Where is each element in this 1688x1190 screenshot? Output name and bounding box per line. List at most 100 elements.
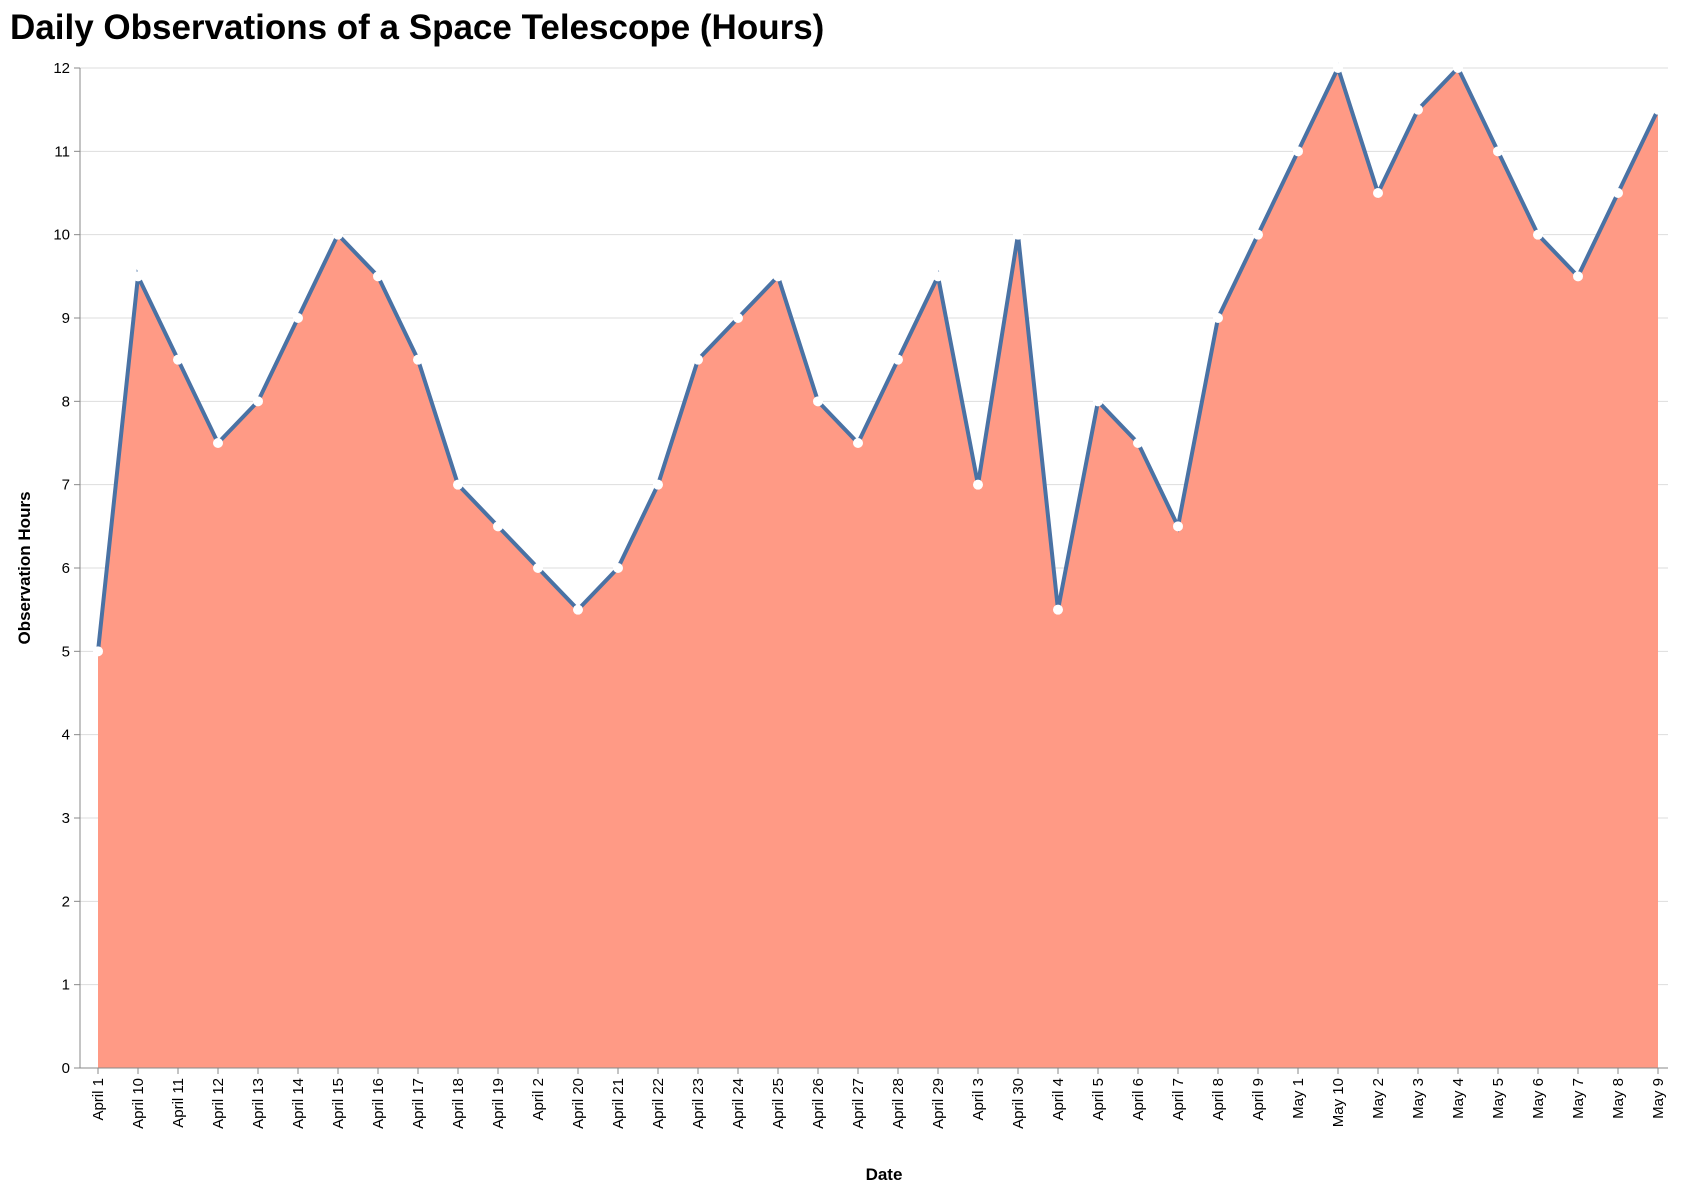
y-tick-label: 3	[62, 810, 70, 827]
axes	[74, 67, 1668, 1074]
data-point	[93, 646, 103, 657]
x-tick-label: May 2	[1370, 1078, 1387, 1119]
x-tick-label: May 6	[1530, 1078, 1547, 1119]
data-point	[813, 396, 823, 407]
x-tick-label: April 11	[170, 1078, 187, 1128]
x-tick-label: May 10	[1330, 1078, 1347, 1127]
area-fill	[98, 68, 1658, 1068]
y-tick-label: 9	[62, 310, 70, 327]
x-tick-label: April 12	[210, 1078, 227, 1129]
data-point	[293, 313, 303, 323]
data-point	[1253, 229, 1263, 240]
data-point	[1493, 146, 1503, 157]
data-point	[733, 313, 743, 323]
data-point	[893, 354, 903, 365]
x-tick-label: April 23	[690, 1078, 707, 1129]
x-tick-label: May 8	[1610, 1078, 1627, 1119]
data-point	[1173, 521, 1183, 532]
data-point	[133, 271, 143, 282]
x-tick-label: April 30	[1010, 1078, 1027, 1129]
x-tick-label: April 15	[330, 1078, 347, 1129]
y-tick-label: 11	[54, 143, 70, 160]
x-tick-label: April 5	[1090, 1078, 1107, 1121]
x-tick-label: April 13	[250, 1078, 267, 1129]
data-point	[253, 396, 263, 407]
x-tick-label: April 20	[570, 1078, 587, 1129]
data-point	[533, 563, 543, 573]
area-layer	[98, 68, 1658, 1068]
x-tick-label: April 18	[450, 1078, 467, 1129]
y-tick-label: 8	[62, 393, 70, 410]
x-tick-label: May 1	[1290, 1078, 1307, 1119]
data-point	[1653, 104, 1663, 115]
data-point	[413, 354, 423, 365]
x-tick-label: April 10	[130, 1078, 147, 1129]
x-tick-label: April 1	[90, 1078, 107, 1121]
series-line	[96, 62, 1660, 652]
data-point	[333, 229, 343, 240]
data-point	[693, 354, 703, 365]
x-tick-label: April 3	[970, 1078, 987, 1121]
data-point	[853, 438, 863, 448]
x-tick-label: May 3	[1410, 1078, 1427, 1119]
x-tick-label: April 29	[930, 1078, 947, 1129]
chart-title: Daily Observations of a Space Telescope …	[10, 8, 825, 47]
data-point	[173, 354, 183, 365]
x-tick-label: April 9	[1250, 1078, 1267, 1121]
x-tick-label: April 4	[1050, 1078, 1067, 1121]
x-tick-label: April 8	[1210, 1078, 1227, 1121]
x-tick-label: April 21	[610, 1078, 627, 1129]
x-tick-label: May 9	[1650, 1078, 1667, 1119]
data-point	[1213, 313, 1223, 323]
y-tick-label: 1	[62, 977, 70, 994]
x-tick-label: April 19	[490, 1078, 507, 1129]
data-point	[773, 271, 783, 282]
data-point	[1413, 104, 1423, 115]
data-point	[1613, 188, 1623, 198]
x-tick-label: April 25	[770, 1078, 787, 1129]
data-point	[573, 604, 583, 615]
y-tick-label: 5	[62, 643, 70, 660]
y-tick-label: 0	[62, 1060, 70, 1077]
data-point	[1373, 188, 1383, 198]
y-tick-label: 10	[53, 227, 70, 244]
x-tick-label: May 5	[1490, 1078, 1507, 1119]
data-point	[613, 563, 623, 573]
points-layer	[93, 63, 1663, 657]
data-point	[1333, 63, 1343, 73]
y-axis-title: Observation Hours	[15, 491, 34, 644]
data-point	[1293, 146, 1303, 157]
x-tick-label: April 6	[1130, 1078, 1147, 1121]
y-tick-label: 6	[62, 560, 70, 577]
x-tick-label: May 7	[1570, 1078, 1587, 1119]
y-tick-label: 7	[62, 477, 70, 494]
x-tick-label: April 16	[370, 1078, 387, 1129]
x-tick-label: May 4	[1450, 1078, 1467, 1119]
data-point	[1533, 229, 1543, 240]
line-layer	[96, 62, 1660, 652]
data-point	[1013, 229, 1023, 240]
data-point	[973, 479, 983, 490]
x-tick-label: April 17	[410, 1078, 427, 1129]
data-point	[1053, 604, 1063, 615]
x-tick-label: April 2	[530, 1078, 547, 1121]
x-tick-label: April 22	[650, 1078, 667, 1129]
data-point	[493, 521, 503, 532]
data-point	[1453, 63, 1463, 73]
x-tick-label: April 26	[810, 1078, 827, 1129]
x-tick-label: April 7	[1170, 1078, 1187, 1121]
x-tick-label: April 28	[890, 1078, 907, 1129]
y-tick-label: 12	[53, 60, 70, 77]
data-point	[453, 479, 463, 490]
data-point	[1133, 438, 1143, 448]
x-axis-title: Date	[866, 1165, 903, 1184]
data-point	[1573, 271, 1583, 282]
data-point	[373, 271, 383, 282]
data-point	[933, 271, 943, 282]
data-point	[653, 479, 663, 490]
data-point	[1093, 396, 1103, 407]
y-tick-label: 4	[62, 727, 70, 744]
data-point	[213, 438, 223, 448]
